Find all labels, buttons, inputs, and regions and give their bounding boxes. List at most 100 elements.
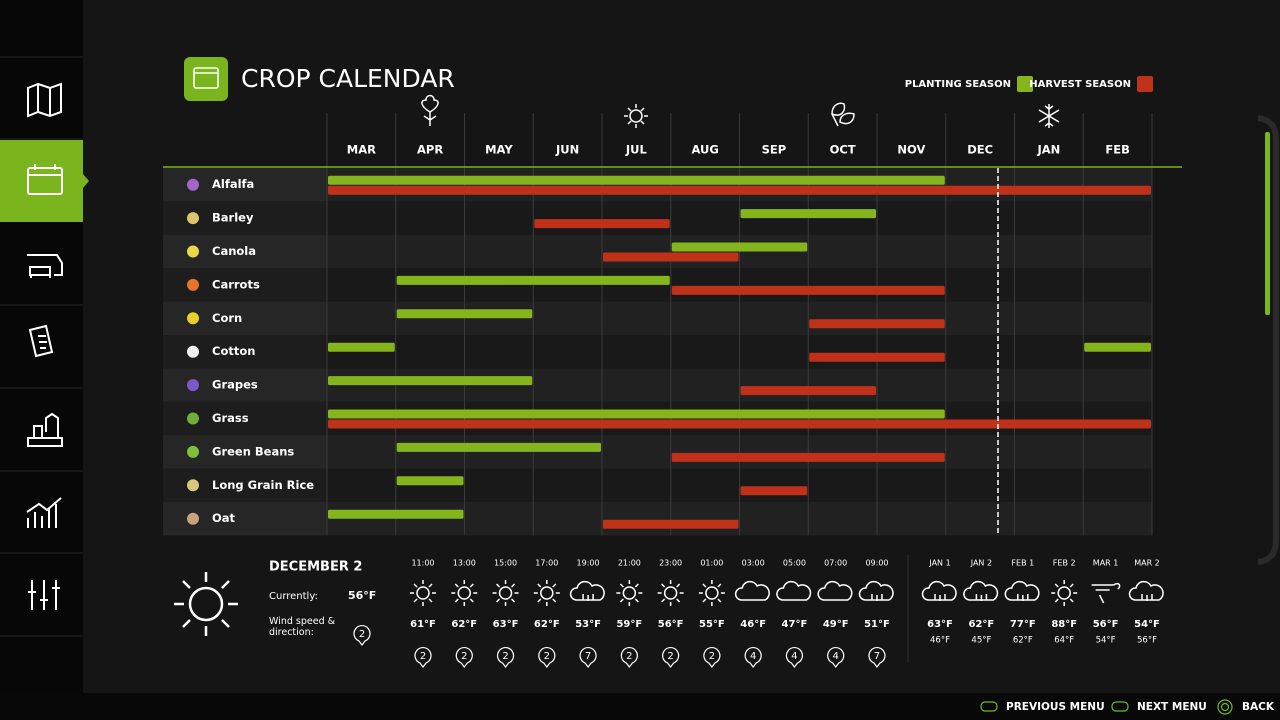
- weather-icon: [963, 580, 999, 601]
- crop-name: Green Beans: [212, 444, 294, 458]
- scroll-thumb[interactable]: [1265, 132, 1270, 315]
- sun-rays: [451, 580, 478, 606]
- sun-rays: [492, 580, 519, 606]
- sidebar-active[interactable]: [0, 140, 83, 222]
- hour-time: 01:00: [700, 559, 723, 568]
- row-bg: [163, 335, 1152, 369]
- summer-icon: [629, 109, 643, 123]
- previous-menu[interactable]: PREVIOUS MENU: [1006, 701, 1105, 713]
- day-low: 62°F: [1013, 636, 1033, 646]
- day-date: MAR 2: [1134, 559, 1160, 568]
- row-bg: [163, 502, 1152, 536]
- harvest-bar: [671, 452, 945, 462]
- hour-time: 13:00: [453, 559, 476, 568]
- legend-harvest: HARVEST SEASON: [1029, 79, 1131, 90]
- day-low: 56°F: [1137, 636, 1157, 646]
- row-bg: [163, 468, 1152, 502]
- weather-icon: [410, 580, 436, 606]
- harvest-bar: [671, 285, 945, 295]
- sun: [416, 586, 430, 600]
- scroll-frame: [1257, 115, 1279, 565]
- cloud: [963, 580, 999, 601]
- month-label: OCT: [830, 143, 856, 157]
- title-badge-icon: [193, 67, 219, 89]
- wind-pin: [353, 625, 371, 646]
- hour-temp: 62°F: [451, 619, 477, 630]
- wind-pin: [662, 647, 680, 668]
- weather-icon: [1004, 580, 1040, 601]
- planting-bar: [328, 409, 945, 419]
- hour-temp: 53°F: [575, 619, 601, 630]
- hour-temp: 55°F: [699, 619, 725, 630]
- hour-time: 11:00: [411, 559, 434, 568]
- planting-bar: [328, 342, 395, 352]
- production-icon[interactable]: [27, 412, 63, 447]
- sidebar-icons[interactable]: [26, 82, 63, 610]
- month-label: AUG: [691, 143, 718, 157]
- wind-speed: 4: [791, 651, 797, 662]
- sun: [457, 586, 472, 600]
- sun: [663, 586, 678, 600]
- month-label: JUL: [625, 143, 648, 157]
- planting-bar: [396, 275, 670, 285]
- hour-time: 19:00: [577, 559, 600, 568]
- sun: [622, 586, 637, 600]
- crop-name: Corn: [212, 311, 242, 325]
- day-high: 56°F: [1093, 619, 1119, 630]
- wind-speed: 2: [667, 651, 673, 662]
- cloud: [1004, 580, 1040, 601]
- crop-icon: [187, 512, 199, 525]
- month-label: DEC: [967, 143, 993, 157]
- weather-icon: [858, 580, 894, 601]
- rain-drops: [871, 594, 883, 601]
- wind-speed: 4: [750, 651, 756, 662]
- hour-time: 21:00: [618, 559, 641, 568]
- weather-icon: [1128, 580, 1164, 601]
- day-low: 54°F: [1096, 636, 1116, 646]
- map-icon[interactable]: [27, 82, 62, 118]
- day-low: 46°F: [930, 636, 950, 646]
- sun-rays: [657, 580, 684, 606]
- next-menu[interactable]: NEXT MENU: [1137, 701, 1207, 713]
- day-high: 63°F: [927, 619, 953, 630]
- title-badge: [184, 57, 228, 101]
- wind-label: Wind speed & direction:: [269, 616, 336, 638]
- weather-icon: [698, 580, 725, 606]
- hour-temp: 61°F: [410, 619, 436, 630]
- summer-rays: [624, 104, 648, 128]
- cloud: [858, 580, 894, 601]
- contracts-icon[interactable]: [28, 324, 54, 358]
- cloud: [734, 580, 770, 601]
- animals-icon[interactable]: [27, 254, 63, 278]
- planting-bar: [328, 376, 533, 386]
- wind-pin: [579, 647, 597, 668]
- weather-icon: [569, 580, 605, 601]
- wind-speed: 7: [585, 651, 591, 662]
- cloud: [921, 580, 957, 601]
- day-date: FEB 1: [1011, 559, 1034, 568]
- back[interactable]: BACK: [1242, 701, 1275, 713]
- hour-time: 03:00: [742, 559, 765, 568]
- weather-icon: [921, 580, 957, 601]
- planting-bar: [396, 476, 464, 486]
- planting-bar: [1084, 342, 1151, 352]
- settings-icon[interactable]: [28, 580, 60, 610]
- day-high: 54°F: [1134, 619, 1160, 630]
- wind-speed: 4: [833, 651, 839, 662]
- finance-icon[interactable]: [26, 497, 62, 528]
- calendar-icon[interactable]: [27, 164, 63, 195]
- day-high: 62°F: [969, 619, 995, 630]
- weather-icon: [657, 580, 684, 606]
- hour-time: 05:00: [783, 559, 806, 568]
- wind-pin: [620, 647, 638, 668]
- cloud: [1128, 580, 1164, 601]
- hour-time: 15:00: [494, 559, 517, 568]
- sun-rays: [410, 580, 436, 606]
- month-label: JUN: [555, 143, 579, 157]
- crop-icon: [187, 178, 199, 191]
- cloud: [817, 580, 853, 601]
- crop-icon: [187, 278, 199, 291]
- rain-drops: [1017, 594, 1029, 601]
